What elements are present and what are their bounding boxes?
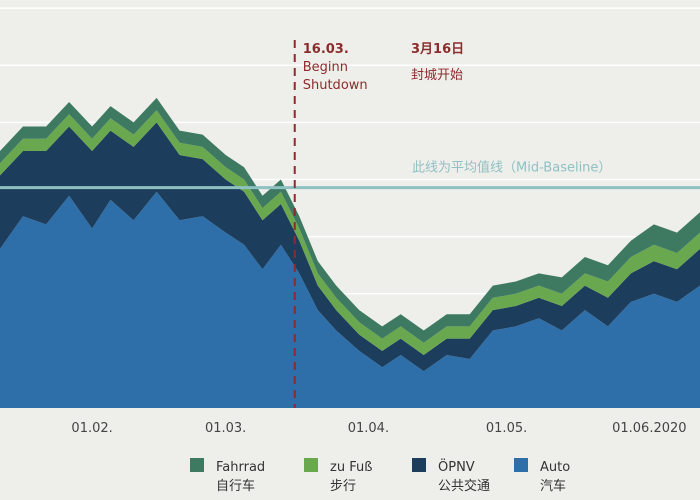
legend-swatch <box>304 458 318 472</box>
legend-item-zu-fu-: zu Fuß 步行 <box>304 458 372 494</box>
x-tick-label: 01.02. <box>71 421 112 436</box>
legend-label-cn: 汽车 <box>540 478 566 494</box>
shutdown-label-de: Beginn <box>303 60 348 75</box>
stacked-areas <box>0 97 700 408</box>
shutdown-label-cn: 3月16日 <box>411 42 464 57</box>
x-tick-label: 01.04. <box>348 421 389 436</box>
x-axis-ticks: 01.02. 01.03. 01.04. 01.05. 01.06.2020 <box>71 421 686 436</box>
legend-label: ÖPNV <box>438 458 475 475</box>
baseline-label: 此线为平均值线（Mid-Baseline） <box>412 160 611 176</box>
legend-label-cn: 公共交通 <box>438 478 490 494</box>
legend-label-cn: 自行车 <box>216 478 255 494</box>
area-auto <box>0 191 700 408</box>
legend-item-auto: Auto 汽车 <box>514 458 570 494</box>
shutdown-label-cn: 封城开始 <box>411 68 463 83</box>
x-tick-label: 01.05. <box>486 421 527 436</box>
area-zu-fu- <box>0 110 700 355</box>
legend-label: zu Fuß <box>330 460 372 475</box>
x-tick-label: 01.06.2020 <box>612 421 686 436</box>
legend-label: Fahrrad <box>216 460 265 475</box>
area-fahrrad <box>0 97 700 343</box>
mid-baseline: 此线为平均值线（Mid-Baseline） <box>0 160 700 190</box>
shutdown-label-de: Shutdown <box>303 78 368 93</box>
legend-item-fahrrad: Fahrrad 自行车 <box>190 458 265 494</box>
legend-swatch <box>190 458 204 472</box>
legend-label-cn: 步行 <box>330 479 356 494</box>
legend-swatch <box>514 458 528 472</box>
area--pnv <box>0 122 700 372</box>
legend: Fahrrad 自行车 zu Fuß 步行 ÖPNV 公共交通 Auto 汽车 <box>190 458 570 494</box>
legend-item--pnv: ÖPNV 公共交通 <box>412 458 490 494</box>
shutdown-label-de: 16.03. <box>303 42 349 57</box>
x-tick-label: 01.03. <box>205 421 246 436</box>
legend-label: Auto <box>540 460 570 475</box>
legend-swatch <box>412 458 426 472</box>
